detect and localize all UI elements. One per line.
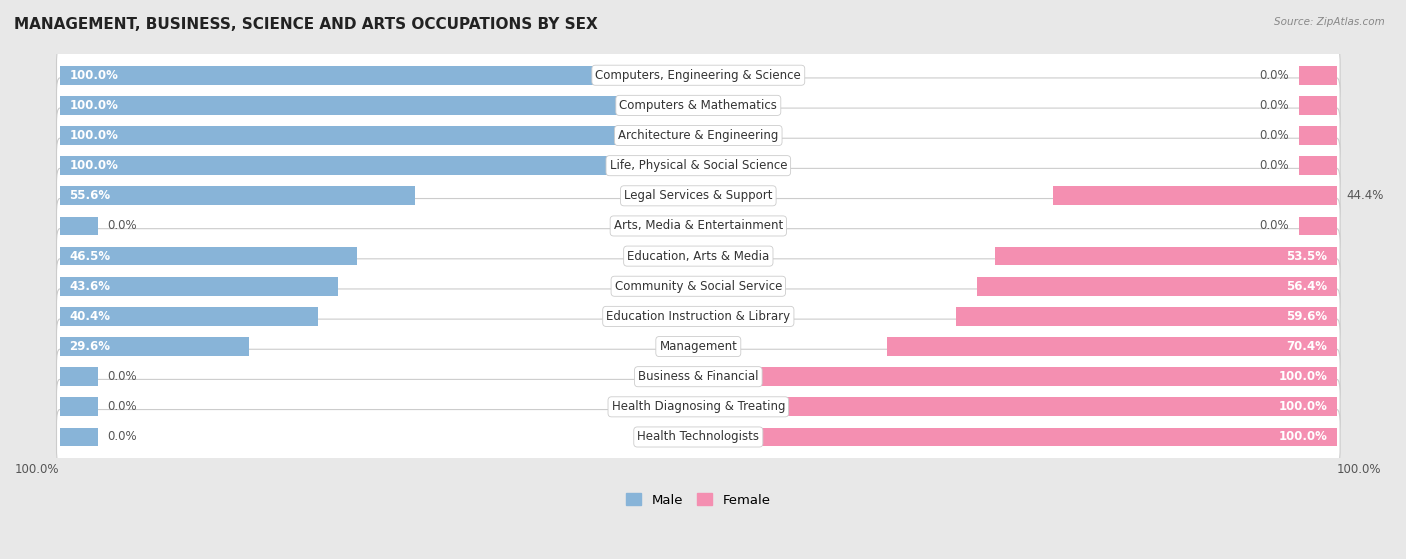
Bar (59, 187, 415, 205)
Bar (1299, 66, 1337, 84)
Text: 0.0%: 0.0% (108, 370, 138, 383)
Text: MANAGEMENT, BUSINESS, SCIENCE AND ARTS OCCUPATIONS BY SEX: MANAGEMENT, BUSINESS, SCIENCE AND ARTS O… (14, 17, 598, 32)
FancyBboxPatch shape (56, 198, 1340, 253)
Text: 53.5%: 53.5% (1286, 250, 1327, 263)
Text: 0.0%: 0.0% (108, 220, 138, 233)
Bar (59, 247, 357, 266)
Text: Health Technologists: Health Technologists (637, 430, 759, 443)
Text: 100.0%: 100.0% (1337, 463, 1382, 476)
Text: 0.0%: 0.0% (1260, 129, 1289, 142)
Bar (59, 337, 249, 356)
Text: Community & Social Service: Community & Social Service (614, 280, 782, 293)
FancyBboxPatch shape (56, 380, 1340, 434)
Text: Legal Services & Support: Legal Services & Support (624, 190, 772, 202)
Bar (699, 428, 1337, 446)
Bar (59, 397, 98, 416)
FancyBboxPatch shape (56, 138, 1340, 193)
Text: Management: Management (659, 340, 737, 353)
Bar (59, 66, 699, 84)
Text: Health Diagnosing & Treating: Health Diagnosing & Treating (612, 400, 785, 413)
Text: 0.0%: 0.0% (108, 430, 138, 443)
Bar (995, 247, 1337, 266)
FancyBboxPatch shape (56, 319, 1340, 374)
Bar (1053, 187, 1337, 205)
Text: Life, Physical & Social Science: Life, Physical & Social Science (610, 159, 787, 172)
Text: 0.0%: 0.0% (108, 400, 138, 413)
Text: Business & Financial: Business & Financial (638, 370, 759, 383)
Text: 100.0%: 100.0% (69, 99, 118, 112)
Text: Arts, Media & Entertainment: Arts, Media & Entertainment (613, 220, 783, 233)
FancyBboxPatch shape (56, 168, 1340, 223)
Text: 100.0%: 100.0% (15, 463, 59, 476)
FancyBboxPatch shape (56, 108, 1340, 163)
Text: 59.6%: 59.6% (1286, 310, 1327, 323)
Text: Architecture & Engineering: Architecture & Engineering (619, 129, 779, 142)
Bar (1299, 217, 1337, 235)
Text: 0.0%: 0.0% (1260, 220, 1289, 233)
Text: 43.6%: 43.6% (69, 280, 110, 293)
Text: Education Instruction & Library: Education Instruction & Library (606, 310, 790, 323)
Text: 44.4%: 44.4% (1347, 190, 1384, 202)
Text: 100.0%: 100.0% (1278, 400, 1327, 413)
Text: 40.4%: 40.4% (69, 310, 110, 323)
Text: Education, Arts & Media: Education, Arts & Media (627, 250, 769, 263)
Text: 100.0%: 100.0% (69, 159, 118, 172)
FancyBboxPatch shape (56, 78, 1340, 133)
Bar (887, 337, 1337, 356)
Text: Source: ZipAtlas.com: Source: ZipAtlas.com (1274, 17, 1385, 27)
Bar (59, 277, 337, 296)
FancyBboxPatch shape (56, 289, 1340, 344)
Text: 100.0%: 100.0% (1278, 370, 1327, 383)
Text: 0.0%: 0.0% (1260, 159, 1289, 172)
Bar (956, 307, 1337, 326)
Bar (59, 217, 98, 235)
Text: 0.0%: 0.0% (1260, 69, 1289, 82)
Text: 56.4%: 56.4% (1286, 280, 1327, 293)
Bar (1299, 157, 1337, 175)
Bar (1299, 126, 1337, 145)
Text: 100.0%: 100.0% (69, 129, 118, 142)
FancyBboxPatch shape (56, 410, 1340, 465)
FancyBboxPatch shape (56, 48, 1340, 103)
FancyBboxPatch shape (56, 229, 1340, 283)
Text: 46.5%: 46.5% (69, 250, 111, 263)
Text: Computers & Mathematics: Computers & Mathematics (620, 99, 778, 112)
Bar (59, 367, 98, 386)
Bar (699, 367, 1337, 386)
FancyBboxPatch shape (56, 349, 1340, 404)
Text: Computers, Engineering & Science: Computers, Engineering & Science (595, 69, 801, 82)
Text: 100.0%: 100.0% (1278, 430, 1327, 443)
Bar (59, 126, 699, 145)
Text: 100.0%: 100.0% (69, 69, 118, 82)
Bar (977, 277, 1337, 296)
Bar (59, 307, 318, 326)
Text: 29.6%: 29.6% (69, 340, 110, 353)
Text: 70.4%: 70.4% (1286, 340, 1327, 353)
Text: 0.0%: 0.0% (1260, 99, 1289, 112)
Bar (699, 397, 1337, 416)
Legend: Male, Female: Male, Female (620, 488, 776, 512)
Bar (59, 96, 699, 115)
FancyBboxPatch shape (56, 259, 1340, 314)
Bar (59, 428, 98, 446)
Bar (59, 157, 699, 175)
Text: 55.6%: 55.6% (69, 190, 111, 202)
Bar (1299, 96, 1337, 115)
